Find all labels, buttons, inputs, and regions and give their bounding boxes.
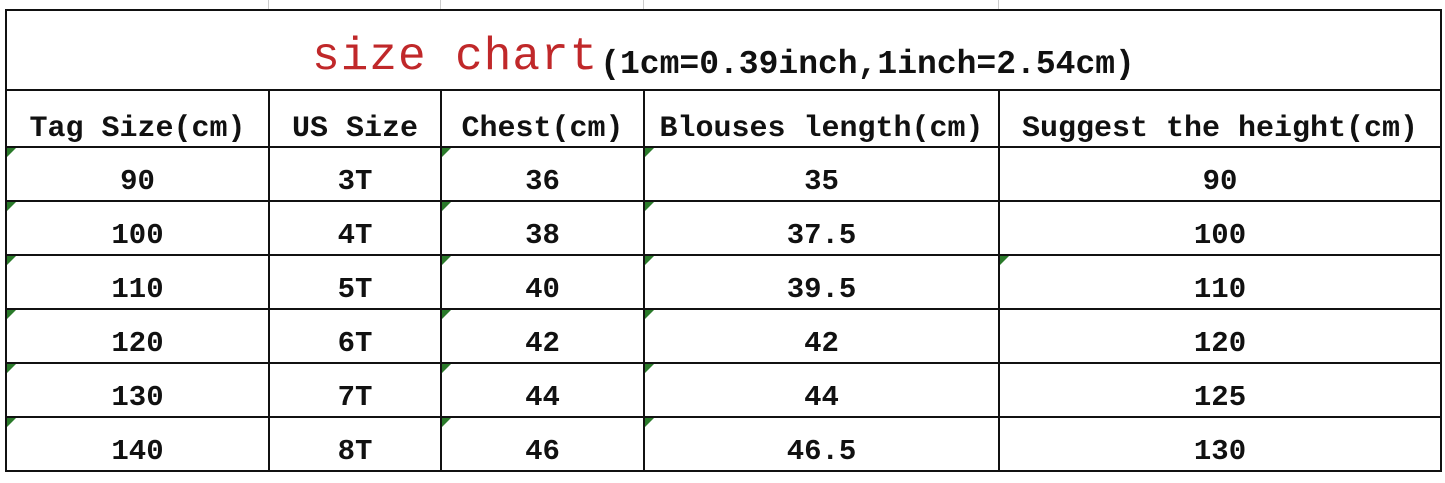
table-row: 120 6T 42 42 120 bbox=[7, 310, 1440, 364]
table-row: 140 8T 46 46.5 130 bbox=[7, 418, 1440, 472]
cell-tag-size: 100 bbox=[7, 202, 270, 254]
gridline bbox=[440, 0, 441, 10]
header-chest: Chest(cm) bbox=[442, 91, 645, 146]
cell-suggest-height: 120 bbox=[1193, 327, 1247, 360]
cell-blouses-length: 46.5 bbox=[645, 418, 1000, 470]
cell-suggest-height: 100 bbox=[1193, 219, 1247, 252]
cell-suggest-height: 90 bbox=[1202, 165, 1238, 198]
cell-blouses-length: 42 bbox=[645, 310, 1000, 362]
cell-tag-size: 110 bbox=[7, 256, 270, 308]
cell-suggest-height: 110 bbox=[1000, 256, 1440, 308]
title-row: size chart (1cm=0.39inch,1inch=2.54cm) bbox=[7, 11, 1440, 91]
cell-chest: 46 bbox=[442, 418, 645, 470]
header-tag-size: Tag Size(cm) bbox=[7, 91, 270, 146]
error-indicator-icon bbox=[442, 148, 451, 157]
header-suggest-height: Suggest the height(cm) bbox=[1021, 112, 1419, 146]
error-indicator-icon bbox=[645, 310, 654, 319]
error-indicator-icon bbox=[7, 364, 16, 373]
error-indicator-icon bbox=[7, 310, 16, 319]
cell-us-size: 4T bbox=[270, 202, 442, 254]
error-indicator-icon bbox=[7, 256, 16, 265]
cell-suggest-height: 130 bbox=[1193, 435, 1247, 468]
cell-us-size: 8T bbox=[270, 418, 442, 470]
table-row: 130 7T 44 44 125 bbox=[7, 364, 1440, 418]
cell-suggest-height: 125 bbox=[1193, 381, 1247, 414]
error-indicator-icon bbox=[645, 364, 654, 373]
error-indicator-icon bbox=[442, 418, 451, 427]
error-indicator-icon bbox=[7, 148, 16, 157]
size-chart-table: size chart (1cm=0.39inch,1inch=2.54cm) T… bbox=[5, 9, 1442, 472]
error-indicator-icon bbox=[442, 202, 451, 211]
cell-chest: 40 bbox=[442, 256, 645, 308]
cell-chest: 36 bbox=[442, 148, 645, 200]
table-row: 110 5T 40 39.5 110 bbox=[7, 256, 1440, 310]
cell-us-size: 6T bbox=[270, 310, 442, 362]
cell-blouses-length: 37.5 bbox=[645, 202, 1000, 254]
table-row: 90 3T 36 35 90 bbox=[7, 148, 1440, 202]
cell-blouses-length: 44 bbox=[645, 364, 1000, 416]
header-row: Tag Size(cm) US Size Chest(cm) Blouses l… bbox=[7, 91, 1440, 148]
error-indicator-icon bbox=[442, 364, 451, 373]
error-indicator-icon bbox=[1000, 256, 1009, 265]
title: size chart bbox=[312, 31, 599, 83]
cell-chest: 42 bbox=[442, 310, 645, 362]
gridline bbox=[268, 0, 269, 10]
error-indicator-icon bbox=[7, 418, 16, 427]
cell-tag-size: 140 bbox=[7, 418, 270, 470]
table-row: 100 4T 38 37.5 100 bbox=[7, 202, 1440, 256]
error-indicator-icon bbox=[645, 418, 654, 427]
error-indicator-icon bbox=[442, 256, 451, 265]
error-indicator-icon bbox=[442, 310, 451, 319]
cell-tag-size: 120 bbox=[7, 310, 270, 362]
cell-blouses-length: 35 bbox=[645, 148, 1000, 200]
gridline bbox=[998, 0, 999, 10]
cell-chest: 38 bbox=[442, 202, 645, 254]
header-blouses-length: Blouses length(cm) bbox=[645, 91, 1000, 146]
error-indicator-icon bbox=[645, 148, 654, 157]
cell-chest: 44 bbox=[442, 364, 645, 416]
cell-us-size: 7T bbox=[270, 364, 442, 416]
cell-tag-size: 90 bbox=[7, 148, 270, 200]
error-indicator-icon bbox=[645, 256, 654, 265]
gridline bbox=[643, 0, 644, 10]
error-indicator-icon bbox=[7, 202, 16, 211]
cell-us-size: 3T bbox=[270, 148, 442, 200]
cell-us-size: 5T bbox=[270, 256, 442, 308]
header-us-size: US Size bbox=[270, 91, 442, 146]
cell-tag-size: 130 bbox=[7, 364, 270, 416]
cell-blouses-length: 39.5 bbox=[645, 256, 1000, 308]
error-indicator-icon bbox=[645, 202, 654, 211]
conversion-note: (1cm=0.39inch,1inch=2.54cm) bbox=[600, 46, 1135, 83]
